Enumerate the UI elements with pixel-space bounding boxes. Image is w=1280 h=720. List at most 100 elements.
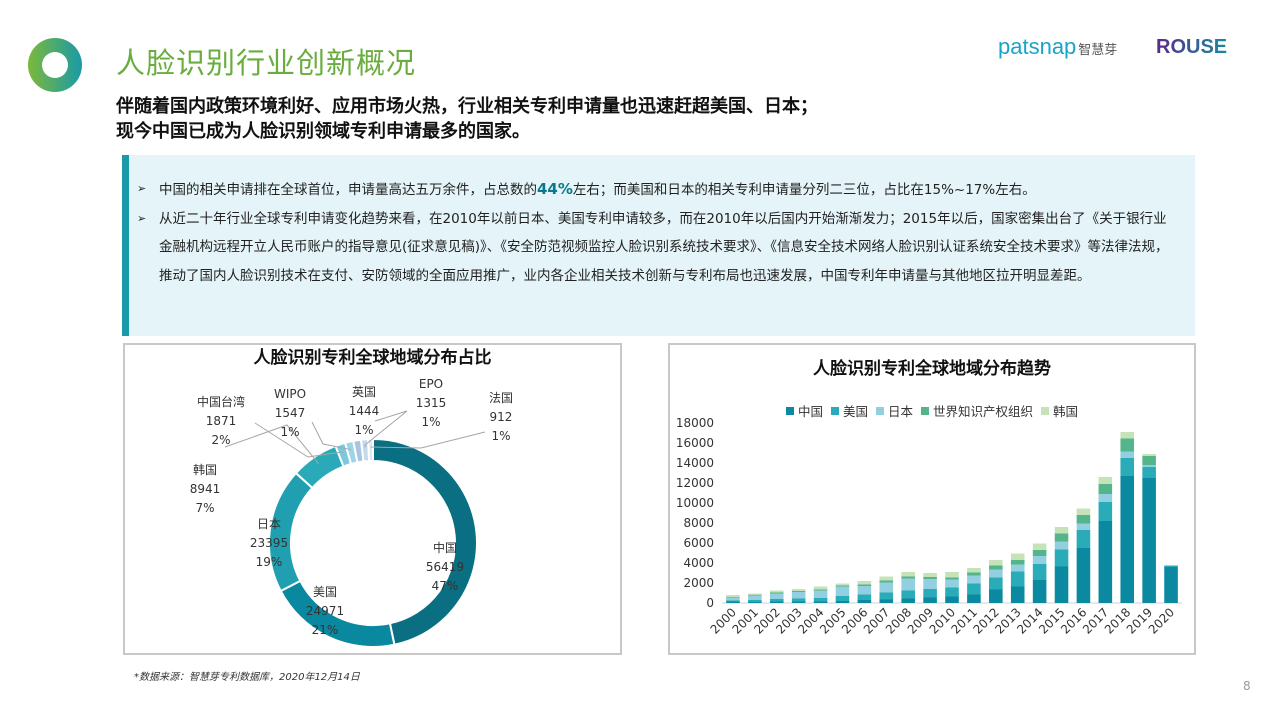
- donut-label-value: 1871: [205, 414, 237, 428]
- bar-segment-2015: [1054, 549, 1069, 567]
- bar-segment-2013: [1010, 560, 1025, 565]
- bar-segment-2007: [879, 576, 894, 581]
- bar-segment-2016: [1076, 508, 1091, 515]
- bar-segment-2008: [901, 576, 915, 579]
- donut-label-label: EPO: [418, 377, 444, 391]
- bullet-text: 中国的相关申请排在全球首位，申请量高达五万余件，占总数的: [159, 182, 537, 198]
- bar-segment-2016: [1076, 515, 1091, 524]
- donut-label-value: 912: [489, 410, 513, 424]
- info-box: ➢ 中国的相关申请排在全球首位，申请量高达五万余件，占总数的44%左右；而美国和日…: [122, 155, 1195, 336]
- y-tick-label: 16000: [676, 436, 714, 450]
- bar-segment-2017: [1098, 502, 1113, 521]
- bar-segment-2017: [1098, 477, 1113, 484]
- bar-segment-2001: [748, 600, 762, 602]
- bar-segment-2019: [1142, 456, 1156, 465]
- y-tick-label: 12000: [676, 476, 714, 490]
- bar-segment-2008: [901, 590, 915, 599]
- bar-segment-2008: [901, 572, 915, 577]
- bar-segment-2001: [748, 602, 762, 603]
- bar-segment-2012: [989, 560, 1003, 566]
- donut-label: EPO 1315 1%: [416, 375, 447, 432]
- bar-segment-2002: [769, 599, 784, 602]
- donut-label-value: 24971: [305, 604, 345, 618]
- donut-label-pct: 1%: [280, 425, 300, 439]
- donut-label: WIPO 1547 1%: [274, 385, 306, 442]
- donut-label-value: 1444: [348, 404, 380, 418]
- bar-segment-2001: [748, 594, 762, 596]
- donut-label: 英国 1444 1%: [349, 383, 380, 440]
- donut-label: 日本 23395 19%: [250, 515, 288, 572]
- leader-line: [254, 422, 343, 458]
- donut-label-label: 法国: [488, 391, 514, 405]
- bar-segment-2012: [989, 589, 1003, 603]
- donut-label: 美国 24971 21%: [306, 583, 344, 640]
- bar-segment-2002: [769, 590, 784, 593]
- bar-segment-2003: [791, 589, 806, 591]
- bar-segment-2018: [1120, 451, 1135, 458]
- bar-segment-2014: [1032, 564, 1047, 580]
- bullet-arrow-icon: ➢: [137, 182, 147, 195]
- donut-label: 法国 912 1%: [489, 389, 513, 446]
- donut-label: 韩国 8941 7%: [190, 461, 221, 518]
- bar-segment-2018: [1120, 476, 1135, 603]
- y-tick-label: 14000: [676, 456, 714, 470]
- bar-segment-2016: [1076, 548, 1091, 603]
- leader-line: [370, 431, 486, 449]
- donut-label-value: 8941: [189, 482, 221, 496]
- donut-label-pct: 19%: [255, 555, 283, 569]
- donut-chart-panel: 人脸识别专利全球地域分布占比 中国 56419 47% 美国 24971 21% 日本 233…: [123, 343, 622, 655]
- legend-label: 世界知识产权组织: [933, 404, 1034, 419]
- bar-segment-2014: [1032, 556, 1047, 564]
- bar-segment-2009: [923, 597, 937, 603]
- bar-segment-2016: [1076, 530, 1091, 548]
- y-tick-label: 8000: [683, 516, 714, 530]
- bar-segment-2000: [726, 597, 740, 601]
- legend-swatch-icon: [830, 407, 839, 415]
- donut-chart-title: 人脸识别专利全球地域分布占比: [253, 348, 492, 368]
- donut-label: 中国 56419 47%: [426, 539, 464, 596]
- bullet-arrow-icon: ➢: [137, 211, 147, 225]
- donut-label-pct: 7%: [195, 501, 215, 515]
- legend-label: 美国: [842, 404, 868, 419]
- donut-label-pct: 2%: [211, 433, 231, 447]
- patsnap-logo-cn: 智慧芽: [1078, 42, 1118, 57]
- bar-segment-2015: [1054, 533, 1069, 542]
- legend-item: 美国: [830, 404, 868, 419]
- legend-item: 韩国: [1041, 404, 1078, 419]
- section-logo-ring-icon: [28, 38, 82, 92]
- bar-segment-2011: [967, 575, 981, 584]
- bar-segment-2014: [1032, 543, 1047, 550]
- legend-item: 世界知识产权组织: [921, 404, 1033, 419]
- donut-label: 中国台湾 1871 2%: [197, 393, 245, 450]
- bar-segment-2008: [901, 598, 915, 603]
- bar-segment-2007: [879, 592, 894, 600]
- bar-segment-2005: [835, 586, 850, 596]
- bar-segment-2013: [1010, 586, 1025, 603]
- page-number: 8: [1243, 679, 1251, 693]
- leader-line: [364, 410, 408, 448]
- bar-segment-2010: [945, 572, 959, 578]
- bar-segment-2004: [813, 598, 828, 602]
- bar-segment-2006: [857, 584, 872, 586]
- leader-line: [311, 421, 352, 451]
- legend-item: 日本: [875, 404, 913, 419]
- donut-label-label: 中国台湾: [196, 395, 246, 409]
- donut-label-label: 中国: [432, 541, 457, 555]
- bar-chart-panel: 人脸识别专利全球地域分布趋势 中国 美国 日本 世界知识产权组织 韩国 0 2000 400…: [668, 343, 1196, 655]
- bar-segment-2012: [989, 565, 1003, 570]
- bar-segment-2005: [835, 583, 850, 586]
- y-tick-label: 2000: [683, 576, 714, 590]
- bar-segment-2005: [835, 596, 850, 601]
- legend-label: 韩国: [1053, 404, 1079, 419]
- legend-swatch-icon: [785, 407, 794, 415]
- bar-segment-2013: [1010, 553, 1025, 560]
- bar-segment-2017: [1098, 494, 1113, 502]
- bar-segment-2003: [791, 592, 806, 599]
- bar-segment-2016: [1076, 523, 1091, 530]
- donut-label-value: 1547: [274, 406, 306, 420]
- bar-segment-2011: [967, 594, 981, 603]
- y-tick-label: 0: [706, 596, 714, 610]
- bar-segment-2013: [1010, 564, 1025, 572]
- bar-segment-2017: [1098, 484, 1113, 494]
- bar-segment-2002: [769, 593, 784, 599]
